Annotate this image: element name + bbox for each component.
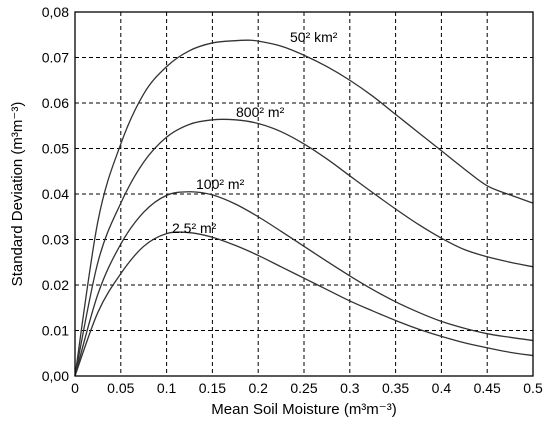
y-tick-label: 0.03 <box>42 232 69 248</box>
y-tick-label: 0,00 <box>42 368 69 384</box>
series-label: 100² m² <box>196 176 245 192</box>
series-label: 50² km² <box>290 29 338 45</box>
x-tick-labels: 0 0.05 0.1 0.15 0.2 0.25 0.3 0.35 0.4 0.45 0.5 <box>71 380 543 396</box>
y-tick-label: 0.04 <box>42 186 69 202</box>
series-curves <box>74 39 534 377</box>
plot-frame <box>74 11 534 377</box>
x-tick-label: 0.35 <box>382 380 409 396</box>
series-line <box>74 118 534 377</box>
y-tick-label: 0.05 <box>42 141 69 157</box>
series-line <box>74 39 534 377</box>
series-label: 2.5² m² <box>172 220 217 236</box>
grid-lines <box>75 12 533 376</box>
x-tick-label: 0.5 <box>523 380 543 396</box>
x-tick-label: 0.25 <box>290 380 317 396</box>
x-tick-label: 0.4 <box>432 380 452 396</box>
y-axis-title: Standard Deviation (m³m⁻³) <box>9 102 26 287</box>
x-tick-label: 0.05 <box>107 380 134 396</box>
series-line <box>74 231 534 377</box>
y-tick-label: 0,08 <box>42 4 69 20</box>
series-line <box>74 191 534 377</box>
x-tick-label: 0 <box>71 380 79 396</box>
x-tick-label: 0.1 <box>157 380 177 396</box>
y-tick-labels: 0,00 0.01 0.02 0.03 0.04 0.05 0.06 0.07 0,08 <box>42 4 69 384</box>
series-label: 800² m² <box>236 104 285 120</box>
x-tick-label: 0.3 <box>340 380 360 396</box>
y-tick-label: 0.06 <box>42 95 69 111</box>
x-tick-label: 0.45 <box>474 380 501 396</box>
y-tick-label: 0.01 <box>42 323 69 339</box>
x-axis-title: Mean Soil Moisture (m³m⁻³) <box>211 401 396 418</box>
y-tick-label: 0.02 <box>42 277 69 293</box>
x-tick-label: 0.2 <box>248 380 268 396</box>
y-tick-label: 0.07 <box>42 50 69 66</box>
x-tick-label: 0.15 <box>199 380 226 396</box>
curve-labels: 50² km² 800² m² 100² m² 2.5² m² <box>172 29 338 236</box>
